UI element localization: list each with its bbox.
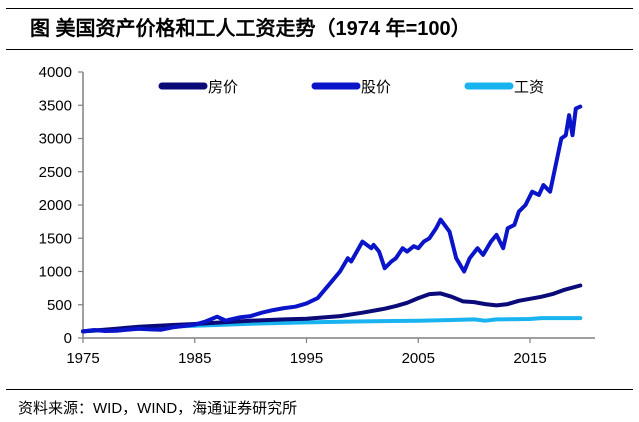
- series-line-1: [81, 283, 583, 334]
- y-tick-label: 4000: [39, 64, 72, 81]
- source-rule: [6, 389, 633, 390]
- x-tick-label: 2005: [402, 350, 435, 367]
- y-tick-label: 2500: [39, 164, 72, 181]
- legend-label: 房价: [208, 78, 238, 96]
- y-tick-label: 1500: [39, 230, 72, 247]
- chart-title: 图 美国资产价格和工人工资走势（1974 年=100）: [30, 18, 471, 40]
- y-tick-label: 0: [64, 330, 72, 347]
- y-tick-label: 3500: [39, 97, 72, 114]
- legend-label: 股价: [361, 78, 391, 96]
- series-line-2: [81, 104, 583, 334]
- x-tick-label: 1985: [178, 350, 211, 367]
- y-tick-label: 2000: [39, 197, 72, 214]
- y-tick-label: 1000: [39, 264, 72, 281]
- source-note: 资料来源：WID，WIND，海通证券研究所: [18, 400, 298, 417]
- title-rule: [6, 49, 633, 50]
- x-tick-label: 1975: [66, 350, 99, 367]
- x-tick-label: 2015: [513, 350, 546, 367]
- y-tick-label: 500: [47, 297, 72, 314]
- x-tick-label: 1995: [290, 350, 323, 367]
- top-rule: [6, 8, 633, 9]
- legend-label: 工资: [514, 78, 544, 96]
- y-tick-label: 3000: [39, 131, 72, 148]
